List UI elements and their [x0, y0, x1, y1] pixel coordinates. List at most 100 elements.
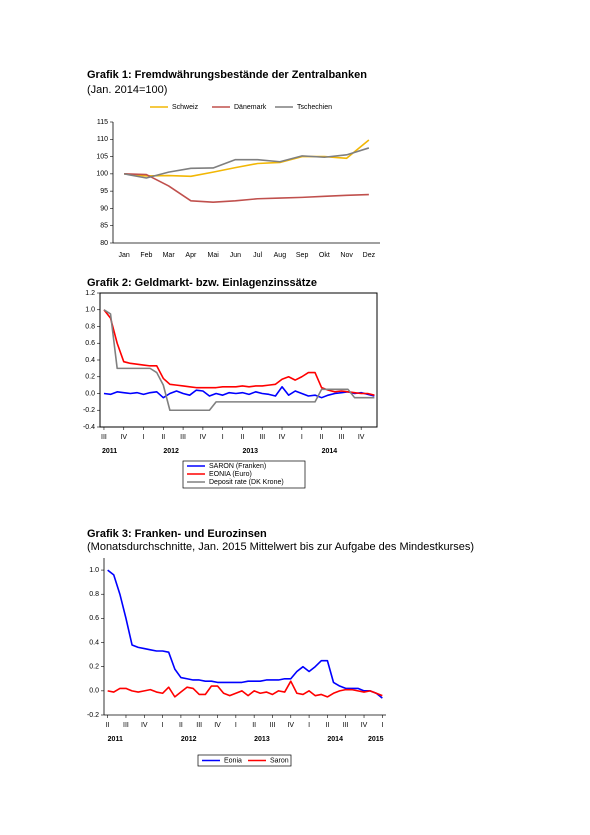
y-tick-label: 0.6: [89, 615, 99, 622]
y-tick-label: -0.2: [83, 407, 95, 414]
x-tick-label: Mar: [163, 252, 176, 259]
x-tick-label: I: [308, 722, 310, 729]
series-line: [103, 309, 375, 412]
x-tick-label: III: [196, 722, 202, 729]
legend-label: Saron: [270, 757, 289, 764]
x-tick-label: II: [241, 434, 245, 441]
x-tick-label: IV: [287, 722, 294, 729]
y-tick-label: 85: [100, 223, 108, 230]
x-tick-label: IV: [120, 434, 127, 441]
x-tick-label: Apr: [185, 252, 197, 259]
y-tick-label: 0.2: [89, 664, 99, 671]
x-tick-label: III: [180, 434, 186, 441]
legend-label: EONIA (Euro): [209, 471, 252, 478]
x-tick-label: Sep: [296, 252, 309, 259]
y-tick-label: 90: [100, 205, 108, 212]
x-tick-label: I: [381, 722, 383, 729]
x-tick-label: II: [252, 722, 256, 729]
x-tick-label: I: [222, 434, 224, 441]
series-line: [103, 386, 375, 399]
y-tick-label: 1.0: [89, 567, 99, 574]
y-tick-label: 115: [97, 119, 108, 126]
x-tick-label: IV: [200, 434, 207, 441]
series-line: [124, 139, 370, 178]
y-tick-label: 0.0: [85, 390, 95, 397]
x-tick-label: III: [343, 722, 349, 729]
x-tick-label: Okt: [319, 252, 330, 259]
x-tick-label: Dez: [363, 252, 376, 259]
x-tick-label: Nov: [340, 252, 353, 259]
x-year-label: 2013: [242, 448, 258, 455]
legend-label: Eonia: [224, 757, 242, 764]
y-tick-label: 80: [100, 240, 108, 247]
y-tick-label: 105: [96, 153, 108, 160]
x-tick-label: II: [325, 722, 329, 729]
x-tick-label: III: [123, 722, 129, 729]
x-tick-label: I: [301, 434, 303, 441]
y-tick-label: 110: [97, 136, 108, 143]
y-tick-label: 0.4: [85, 357, 95, 364]
y-tick-label: 0.0: [89, 688, 99, 695]
y-tick-label: -0.2: [87, 712, 99, 719]
x-tick-label: II: [320, 434, 324, 441]
legend-box: [197, 754, 292, 767]
x-tick-label: III: [338, 434, 344, 441]
x-tick-label: I: [235, 722, 237, 729]
legend-label: SARON (Franken): [209, 463, 266, 470]
x-tick-label: Jul: [253, 252, 262, 259]
series-line: [123, 147, 370, 179]
x-year-label: 2011: [108, 736, 123, 743]
x-tick-label: II: [106, 722, 110, 729]
y-tick-label: 1.2: [85, 290, 95, 297]
chart-title: Grafik 2: Geldmarkt- bzw. Einlagenzinssä…: [87, 277, 317, 289]
x-year-label: 2013: [254, 736, 270, 743]
x-year-label: 2012: [181, 736, 197, 743]
x-tick-label: Feb: [140, 252, 152, 259]
plot-frame: [99, 292, 378, 428]
y-tick-label: 95: [100, 188, 108, 195]
x-year-label: 2014: [322, 448, 338, 455]
legend-label: Tschechien: [297, 104, 332, 111]
y-tick-label: 100: [96, 171, 108, 178]
y-tick-label: -0.4: [83, 424, 95, 431]
x-tick-label: IV: [358, 434, 365, 441]
x-tick-label: Aug: [274, 252, 287, 259]
x-tick-label: Mai: [207, 252, 219, 259]
y-tick-label: 0.6: [85, 340, 95, 347]
chart-title: Grafik 3: Franken- und Eurozinsen: [87, 528, 267, 540]
chart-subtitle: (Monatsdurchschnitte, Jan. 2015 Mittelwe…: [87, 541, 474, 553]
x-tick-label: IV: [279, 434, 286, 441]
series-line: [124, 173, 369, 204]
series-line: [103, 309, 375, 396]
x-year-label: 2011: [102, 448, 117, 455]
y-tick-label: 0.8: [89, 591, 99, 598]
x-tick-label: Jun: [230, 252, 241, 259]
x-tick-label: Jan: [118, 252, 129, 259]
x-tick-label: IV: [214, 722, 221, 729]
legend-box: [182, 460, 306, 489]
series-line: [107, 680, 383, 698]
chart-title: Grafik 1: Fremdwährungsbestände der Zent…: [87, 69, 367, 81]
x-tick-label: IV: [141, 722, 148, 729]
x-year-label: 2014: [327, 736, 343, 743]
x-tick-label: III: [259, 434, 265, 441]
y-tick-label: 0.2: [85, 374, 95, 381]
y-tick-label: 1.0: [85, 307, 95, 314]
x-tick-label: I: [162, 722, 164, 729]
y-tick-label: 0.8: [85, 323, 95, 330]
x-tick-label: III: [270, 722, 276, 729]
legend-label: Dänemark: [234, 104, 267, 111]
x-tick-label: II: [161, 434, 165, 441]
chart-subtitle: (Jan. 2014=100): [87, 84, 167, 96]
x-year-label: 2015: [368, 736, 384, 743]
legend-label: Deposit rate (DK Krone): [209, 479, 284, 486]
series-line: [107, 569, 383, 699]
x-tick-label: III: [101, 434, 107, 441]
y-tick-label: 0.4: [89, 639, 99, 646]
x-year-label: 2012: [163, 448, 179, 455]
x-tick-label: I: [143, 434, 145, 441]
x-tick-label: IV: [361, 722, 368, 729]
